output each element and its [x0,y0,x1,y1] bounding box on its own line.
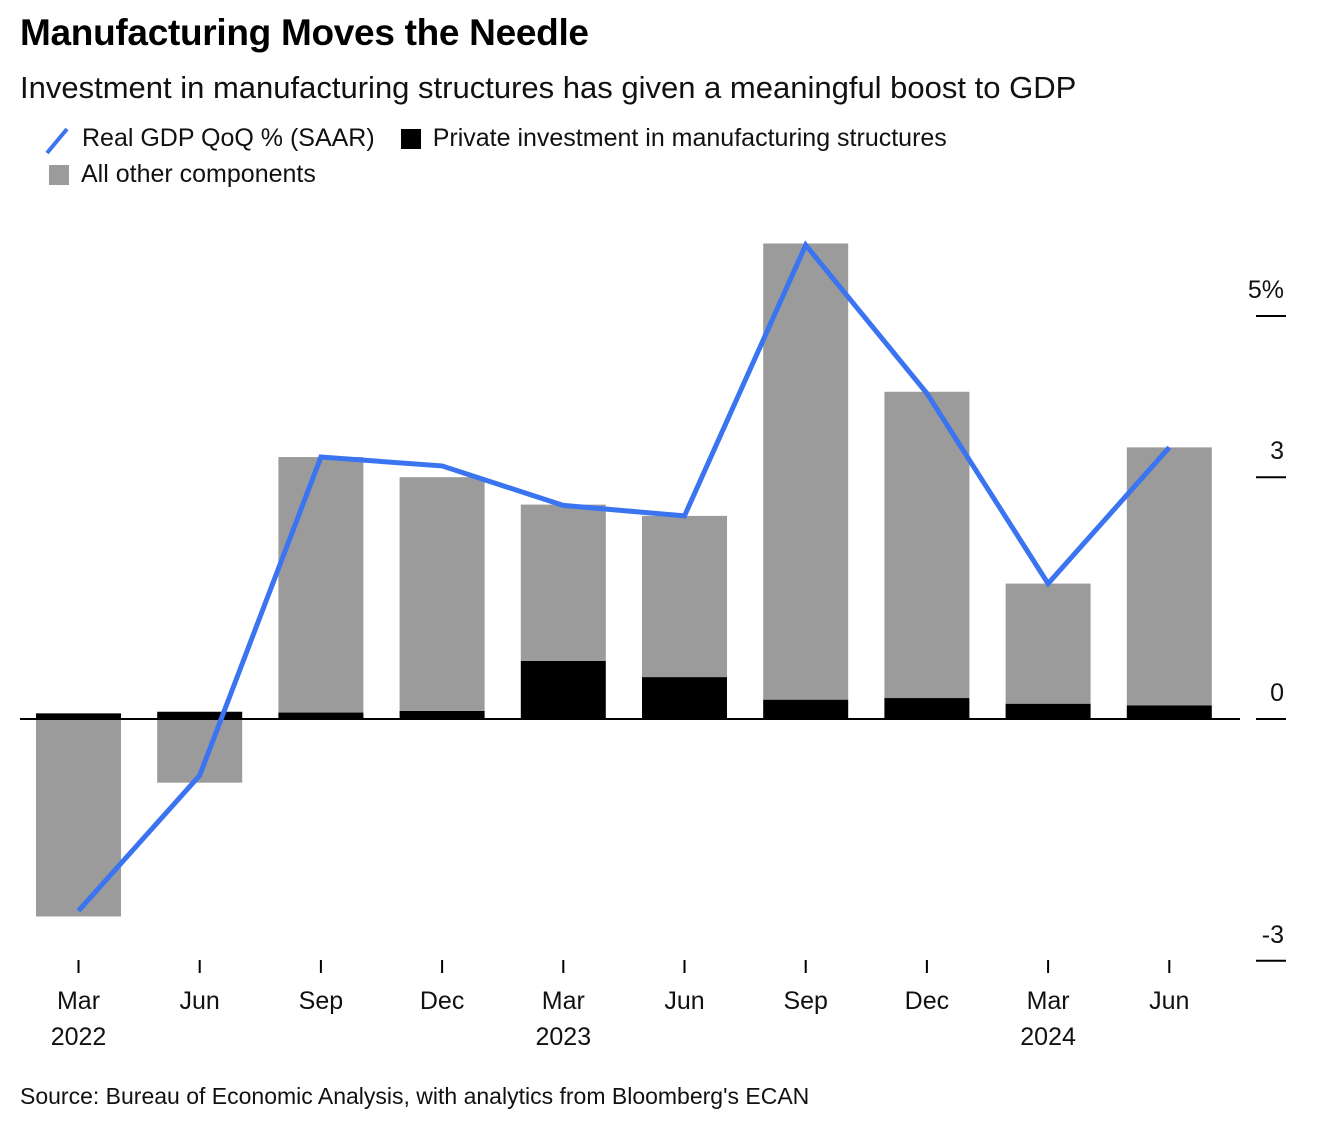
bar-other [399,477,485,711]
chart-subtitle: Investment in manufacturing structures h… [20,70,1077,105]
x-tick-label: Jun [1149,987,1189,1015]
bar-mfg [36,713,121,719]
legend: Real GDP QoQ % (SAAR) Private investment… [44,124,973,154]
bar-other [884,391,970,699]
legend-swatch-other [49,164,69,185]
bar-mfg [884,698,970,719]
x-tick-label: Mar [1027,987,1070,1015]
bar-mfg [763,699,849,719]
legend-swatch-mfg [400,128,421,149]
x-tick-label: Mar [542,987,585,1015]
y-tick-label: -3 [1262,921,1284,949]
bar-other [520,504,606,661]
bar-other [1126,447,1212,706]
legend-item-other: All other components [44,160,316,189]
legend-row-2: All other components [44,160,342,189]
legend-label-mfg: Private investment in manufacturing stru… [432,124,947,152]
bar-other [642,515,727,678]
bar-mfg [399,710,485,719]
bar-mfg [642,677,727,719]
y-tick-label: 3 [1270,437,1284,465]
x-tick-year-label: 2022 [51,1023,107,1051]
legend-item-mfg: Private investment in manufacturing stru… [400,124,947,153]
axes-layer: 5% 3 0 -3 Mar 2022 Jun Sep Dec Mar 2023 Jun Sep Dec Ma… [20,276,1286,1051]
x-tick-label: Mar [57,987,100,1015]
chart-plot: 5% 3 0 -3 Mar 2022 Jun Sep Dec Mar 2023 Jun Sep Dec Ma… [20,240,1286,1051]
bar-mfg [520,660,606,719]
legend-item-gdp: Real GDP QoQ % (SAAR) [44,124,375,154]
bar-mfg [278,712,364,719]
x-tick-label: Jun [664,987,704,1015]
chart-title: Manufacturing Moves the Needle [20,12,589,53]
legend-label-gdp: Real GDP QoQ % (SAAR) [82,124,375,152]
y-tick-label: 5% [1248,276,1284,304]
gdp-line [76,240,1172,913]
line-layer [76,240,1172,913]
bar-mfg [157,711,243,719]
x-tick-year-label: 2023 [535,1023,591,1051]
bar-other [36,719,121,917]
x-tick-label: Sep [299,987,343,1015]
bar-other [278,457,364,713]
x-tick-label: Sep [783,987,827,1015]
x-tick-label: Dec [905,987,949,1015]
legend-line-swatch [44,126,70,154]
source-note: Source: Bureau of Economic Analysis, wit… [20,1083,810,1109]
bar-mfg [1005,703,1091,719]
x-tick-label: Jun [180,987,220,1015]
x-tick-year-label: 2024 [1020,1023,1076,1051]
y-tick-label: 0 [1270,679,1284,707]
x-tick-label: Dec [420,987,464,1015]
bars-layer [36,243,1212,917]
bar-other [763,243,849,700]
legend-label-other: All other components [81,160,316,188]
bar-mfg [1126,705,1212,719]
bar-other [1005,583,1091,704]
